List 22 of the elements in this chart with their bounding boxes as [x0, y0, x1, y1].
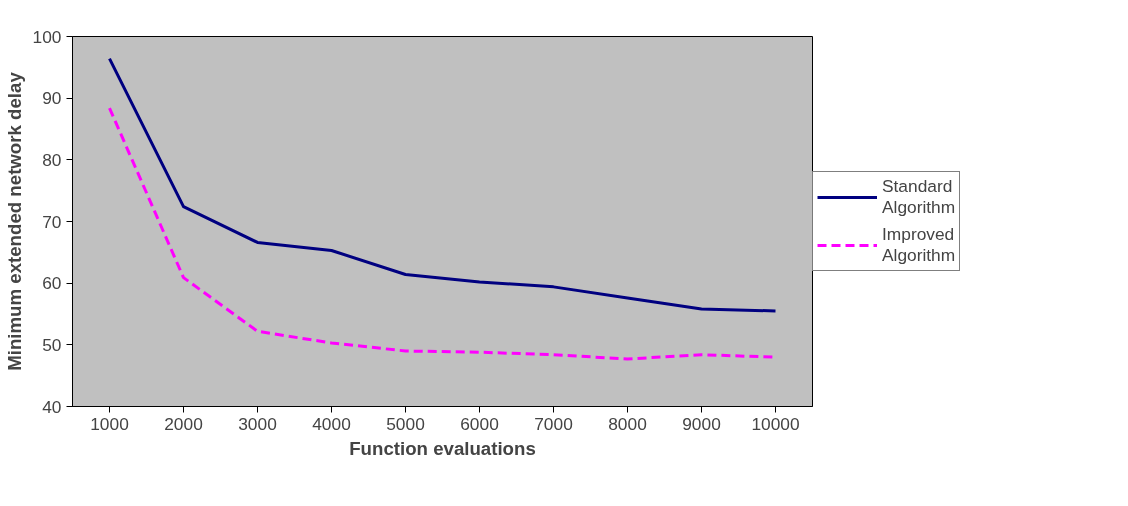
- x-tick-label: 2000: [164, 413, 203, 434]
- y-tick-label: 100: [32, 26, 62, 47]
- y-tick-label: 70: [42, 211, 62, 232]
- y-tick-label: 90: [42, 88, 62, 109]
- x-tick-label: 10000: [751, 413, 800, 434]
- x-tick-label: 1000: [90, 413, 129, 434]
- x-axis-title: Function evaluations: [349, 437, 536, 459]
- x-tick-label: 9000: [682, 413, 721, 434]
- x-tick-label: 4000: [312, 413, 351, 434]
- x-tick-label: 3000: [238, 413, 277, 434]
- y-tick-label: 60: [42, 273, 62, 294]
- y-tick-label: 50: [42, 334, 62, 355]
- legend-label: Standard Algorithm: [882, 176, 956, 218]
- y-tick-label: 40: [42, 396, 62, 417]
- x-tick-label: 8000: [608, 413, 647, 434]
- line-series: [108, 57, 777, 313]
- y-axis-title: Minimum extended network delay: [3, 71, 25, 371]
- legend-label: Improved Algorithm: [882, 224, 956, 266]
- x-tick-label: 5000: [386, 413, 425, 434]
- x-tick-label: 7000: [534, 413, 573, 434]
- x-tick-label: 6000: [460, 413, 499, 434]
- y-tick-label: 80: [42, 149, 62, 170]
